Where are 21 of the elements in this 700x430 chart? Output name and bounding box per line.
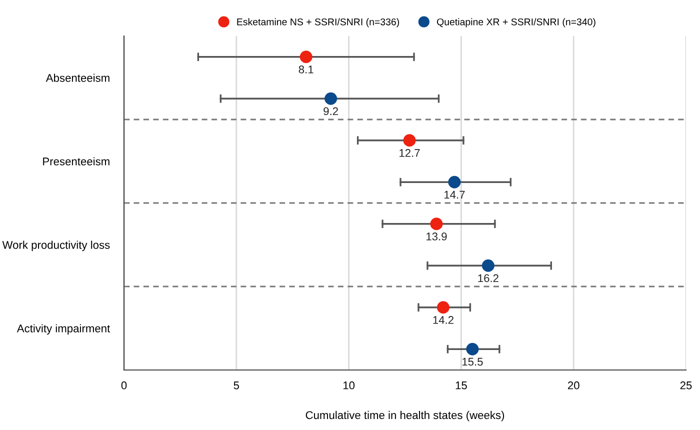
data-label: 12.7 [400, 149, 420, 157]
data-label: 14.7 [444, 190, 465, 199]
data-label: 9.2 [324, 107, 338, 116]
data-label: 8.1 [298, 66, 314, 74]
data-label: 16.2 [478, 274, 498, 282]
x-tick-label: 10 [343, 381, 355, 390]
y-tick-label: Activity impairment [16, 324, 110, 335]
legend-label: Quetiapine XR + SSRI/SNRI (n=340) [437, 18, 596, 28]
x-tick-label: 25 [680, 381, 692, 390]
x-tick-label: 20 [568, 381, 580, 390]
y-tick-label: Work productivity loss [2, 240, 110, 252]
data-label: 13.9 [426, 232, 447, 240]
data-label: 14.2 [433, 316, 454, 324]
data-label: 15.5 [462, 358, 483, 366]
legend-label: Esketamine NS + SSRI/SNRI (n=336) [237, 18, 399, 28]
x-axis-title: Cumulative time in health states (weeks) [306, 410, 504, 422]
x-tick-label: 0 [121, 381, 127, 390]
x-tick-label: 15 [456, 382, 467, 390]
y-tick-label: Presenteeism [43, 157, 110, 166]
x-tick-label: 5 [234, 382, 240, 390]
y-tick-label: Absenteeism [46, 74, 110, 82]
